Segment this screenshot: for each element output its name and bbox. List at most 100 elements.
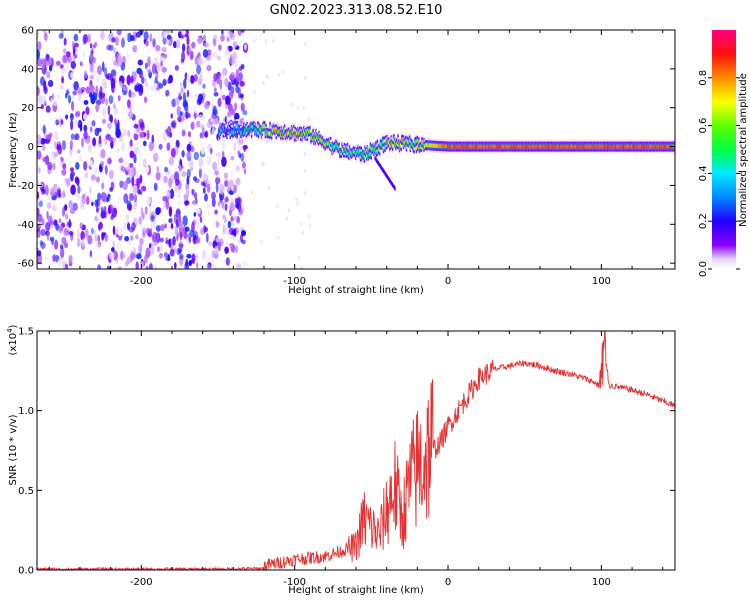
noise-speckle: [174, 185, 179, 193]
signal-cell: [642, 144, 645, 149]
noise-speckle: [223, 172, 229, 180]
noise-speckle: [76, 238, 81, 248]
noise-speckle: [194, 192, 198, 200]
noise-speckle: [101, 231, 105, 241]
signal-cell: [496, 144, 498, 149]
signal-cell: [326, 141, 328, 146]
noise-speckle: [221, 30, 224, 35]
signal-cell: [475, 144, 477, 149]
noise-speckle: [138, 216, 142, 225]
signal-cell: [515, 144, 517, 149]
noise-speckle: [121, 37, 125, 48]
noise-speckle: [204, 130, 209, 139]
spectrogram-noise: [37, 30, 312, 269]
noise-speckle: [99, 86, 103, 95]
signal-cell: [583, 144, 586, 149]
noise-speckle: [202, 127, 205, 138]
noise-speckle: [81, 238, 86, 247]
signal-cell: [426, 143, 428, 148]
noise-speckle: [128, 110, 134, 120]
noise-speckle: [109, 169, 114, 180]
signal-cell: [390, 180, 392, 185]
signal-cell: [439, 144, 441, 149]
signal-cell: [567, 144, 569, 149]
noise-speckle: [143, 31, 149, 41]
signal-cell: [408, 138, 411, 143]
noise-speckle: [89, 186, 92, 195]
noise-speckle: [104, 165, 108, 175]
noise-speckle: [188, 131, 191, 138]
signal-cell: [399, 142, 402, 147]
noise-speckle: [146, 129, 150, 140]
signal-cell: [484, 144, 487, 149]
signal-cell: [233, 124, 235, 129]
noise-speckle: [65, 89, 70, 96]
noise-speckle: [43, 86, 47, 94]
signal-cell: [289, 133, 291, 138]
noise-speckle: [182, 101, 188, 108]
signal-cell: [307, 129, 310, 134]
noise-speckle: [181, 43, 186, 53]
y-tick-label: 0.0: [18, 566, 34, 577]
spectrogram-y-ticks: 60 40 20 0 -20 -40 -60: [18, 26, 675, 270]
signal-cell: [590, 144, 592, 149]
noise-speckle: [177, 115, 182, 123]
noise-speckle: [205, 232, 209, 243]
noise-speckle: [138, 85, 144, 97]
signal-cell: [464, 144, 467, 149]
signal-cell: [431, 143, 434, 148]
noise-speckle: [95, 103, 99, 113]
signal-cell: [341, 145, 343, 150]
noise-speckle: [155, 44, 161, 52]
signal-cell: [275, 131, 277, 136]
noise-speckle: [161, 66, 167, 73]
signal-cell: [325, 142, 327, 147]
signal-cell: [297, 132, 300, 137]
signal-cell: [635, 144, 637, 149]
signal-cell: [598, 144, 600, 149]
noise-speckle: [204, 193, 208, 202]
noise-speckle: [186, 143, 192, 152]
signal-cell: [605, 144, 607, 149]
noise-speckle: [96, 207, 99, 213]
signal-cell: [438, 144, 441, 148]
signal-cell: [379, 163, 381, 168]
signal-cell: [662, 144, 665, 149]
noise-speckle: [307, 213, 311, 219]
noise-speckle: [89, 64, 94, 73]
signal-cell: [367, 151, 369, 156]
noise-speckle: [202, 187, 206, 194]
signal-cell: [626, 144, 629, 149]
signal-cell: [622, 144, 624, 149]
signal-cell: [474, 144, 476, 149]
signal-cell: [248, 128, 250, 133]
signal-cell: [529, 144, 531, 149]
noise-speckle: [61, 236, 67, 245]
noise-speckle: [165, 89, 170, 97]
noise-speckle: [202, 83, 206, 89]
signal-cell: [425, 143, 427, 148]
signal-cell: [246, 125, 248, 130]
signal-cell: [392, 184, 395, 189]
signal-cell: [560, 144, 563, 149]
noise-speckle: [214, 209, 219, 215]
signal-cell: [443, 144, 445, 149]
noise-speckle: [37, 30, 40, 39]
noise-speckle: [156, 246, 161, 253]
signal-cell: [441, 144, 443, 149]
noise-speckle: [237, 30, 242, 36]
signal-cell: [272, 128, 274, 133]
noise-speckle: [233, 184, 237, 194]
signal-cell: [357, 148, 359, 153]
noise-speckle: [222, 224, 226, 235]
noise-speckle: [154, 82, 158, 88]
noise-speckle: [38, 167, 41, 174]
signal-cell: [258, 125, 260, 130]
x-tick-label: -100: [283, 577, 306, 588]
signal-cell: [653, 144, 655, 149]
signal-cell: [553, 144, 556, 149]
noise-speckle: [79, 222, 84, 230]
noise-speckle: [76, 87, 83, 95]
signal-cell: [497, 144, 500, 149]
signal-cell: [359, 154, 362, 159]
